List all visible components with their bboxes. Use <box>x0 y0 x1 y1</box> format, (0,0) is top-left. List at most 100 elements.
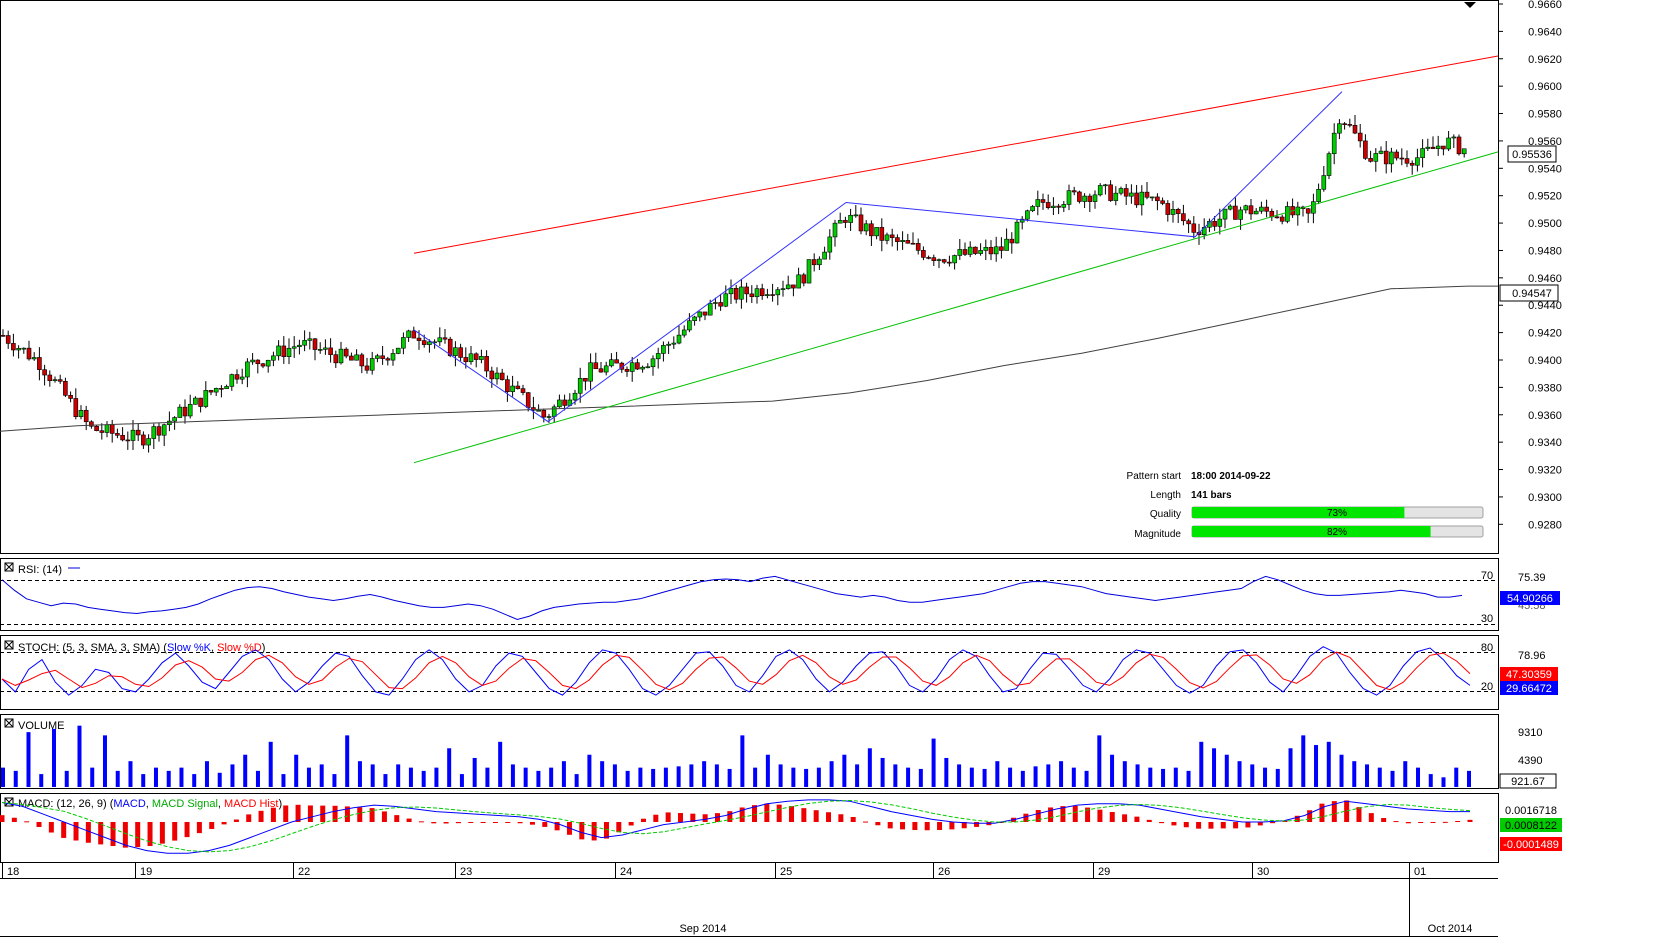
candle-body <box>791 284 796 289</box>
rsi-level-70-label: 70 <box>1481 570 1493 582</box>
candle-body <box>1347 124 1353 126</box>
volume-bar <box>1326 741 1331 787</box>
candle-body <box>780 288 786 290</box>
candle-body <box>1009 238 1015 244</box>
candle-body <box>42 369 47 376</box>
candle-body <box>577 377 583 394</box>
volume-bar <box>893 764 898 787</box>
candle-body <box>557 399 562 408</box>
day-label: 26 <box>938 866 950 878</box>
volume-bar <box>1390 770 1395 787</box>
volume-bar <box>1275 768 1280 787</box>
stoch-d-line <box>1 651 1471 691</box>
macd-hist-bar <box>1220 822 1226 829</box>
macd-hist-bar <box>357 807 363 822</box>
month-label-oct: Oct 2014 <box>1428 923 1473 935</box>
macd-hist-bar <box>863 821 869 823</box>
candle-body <box>983 247 989 251</box>
macd-hist-bar <box>542 822 548 827</box>
candle-body <box>1061 204 1067 208</box>
candle-body <box>1139 191 1145 206</box>
volume-scale-high: 9310 <box>1518 727 1542 739</box>
volume-bar <box>663 767 668 787</box>
macd-hist-bar <box>1208 822 1214 829</box>
macd-hist-bar <box>653 814 659 822</box>
candle-body <box>63 381 68 396</box>
volume-bar <box>459 774 464 787</box>
volume-bar <box>612 764 617 787</box>
candle-body <box>1066 190 1072 205</box>
candle-body <box>999 246 1004 251</box>
volume-bar <box>727 768 732 787</box>
candle-body <box>26 347 32 360</box>
volume-bar <box>791 767 796 787</box>
candle-body <box>1279 216 1285 222</box>
candle-body <box>447 338 453 357</box>
volume-bar <box>1237 761 1242 787</box>
candle-body <box>437 337 443 343</box>
scroll-marker-icon[interactable] <box>1464 2 1476 8</box>
volume-bar <box>281 774 286 787</box>
macd-hist-bar <box>1072 805 1078 822</box>
volume-bar <box>1212 748 1217 787</box>
candle-body <box>1248 205 1254 215</box>
candle-body <box>1451 136 1457 139</box>
candle-body <box>687 320 692 331</box>
candle-body <box>1352 124 1358 134</box>
candle-body <box>1160 200 1165 204</box>
macd-hist-bar <box>801 808 807 822</box>
macd-hist-bar <box>98 822 104 845</box>
candle-body <box>895 237 900 243</box>
candle-body <box>1243 205 1249 211</box>
day-label: 01 <box>1414 866 1426 878</box>
price-tick-label: 0.9400 <box>1528 355 1562 367</box>
candle-body <box>442 337 448 340</box>
volume-bar <box>1224 754 1229 787</box>
candle-body <box>11 343 16 351</box>
candle-body <box>52 379 58 382</box>
volume-bar <box>434 767 439 787</box>
candle-body <box>661 345 666 354</box>
candle-body <box>463 357 469 363</box>
day-label: 30 <box>1257 866 1269 878</box>
candle-body <box>614 359 619 364</box>
macd-signal-line <box>1 799 1471 853</box>
macd-hist-bar <box>924 822 930 831</box>
day-label: 18 <box>7 866 19 878</box>
volume-bar <box>1454 767 1459 787</box>
volume-bar <box>255 770 260 787</box>
candle-body <box>640 366 645 370</box>
macd-hist-badge <box>1500 837 1562 851</box>
volume-bar <box>1339 754 1344 787</box>
ma-price-badge: 0.94547 <box>1499 284 1559 302</box>
candle-body <box>635 362 640 370</box>
macd-hist-bar <box>172 822 178 841</box>
rsi-value-badge <box>1500 591 1560 605</box>
candle-body <box>1425 146 1431 149</box>
volume-bar <box>383 774 388 787</box>
candle-body <box>905 240 911 244</box>
candle-body <box>1191 223 1197 233</box>
candle-body <box>411 330 417 339</box>
price-tick-label: 0.9320 <box>1528 465 1562 477</box>
volume-bar <box>625 770 630 787</box>
price-tick-label: 0.9360 <box>1528 410 1562 422</box>
price-tick-label: 0.9460 <box>1528 273 1562 285</box>
volume-bar <box>523 767 528 787</box>
macd-hist-bar <box>233 819 239 822</box>
candle-body <box>1363 140 1368 159</box>
candle-body <box>156 426 162 436</box>
candle-body <box>198 397 203 407</box>
volume-bar <box>1161 768 1166 787</box>
volume-bar <box>396 764 401 787</box>
candle-body <box>1342 123 1347 125</box>
candle-body <box>1409 162 1415 166</box>
volume-bar <box>1046 764 1051 787</box>
macd-hist-bar <box>1233 822 1239 829</box>
volume-bar <box>243 754 248 787</box>
candle-body <box>245 361 250 378</box>
stoch-k-value-label: 47.30359 <box>1506 669 1552 681</box>
volume-bar <box>179 767 184 787</box>
candle-body <box>31 357 37 360</box>
candle-body <box>1233 205 1238 220</box>
